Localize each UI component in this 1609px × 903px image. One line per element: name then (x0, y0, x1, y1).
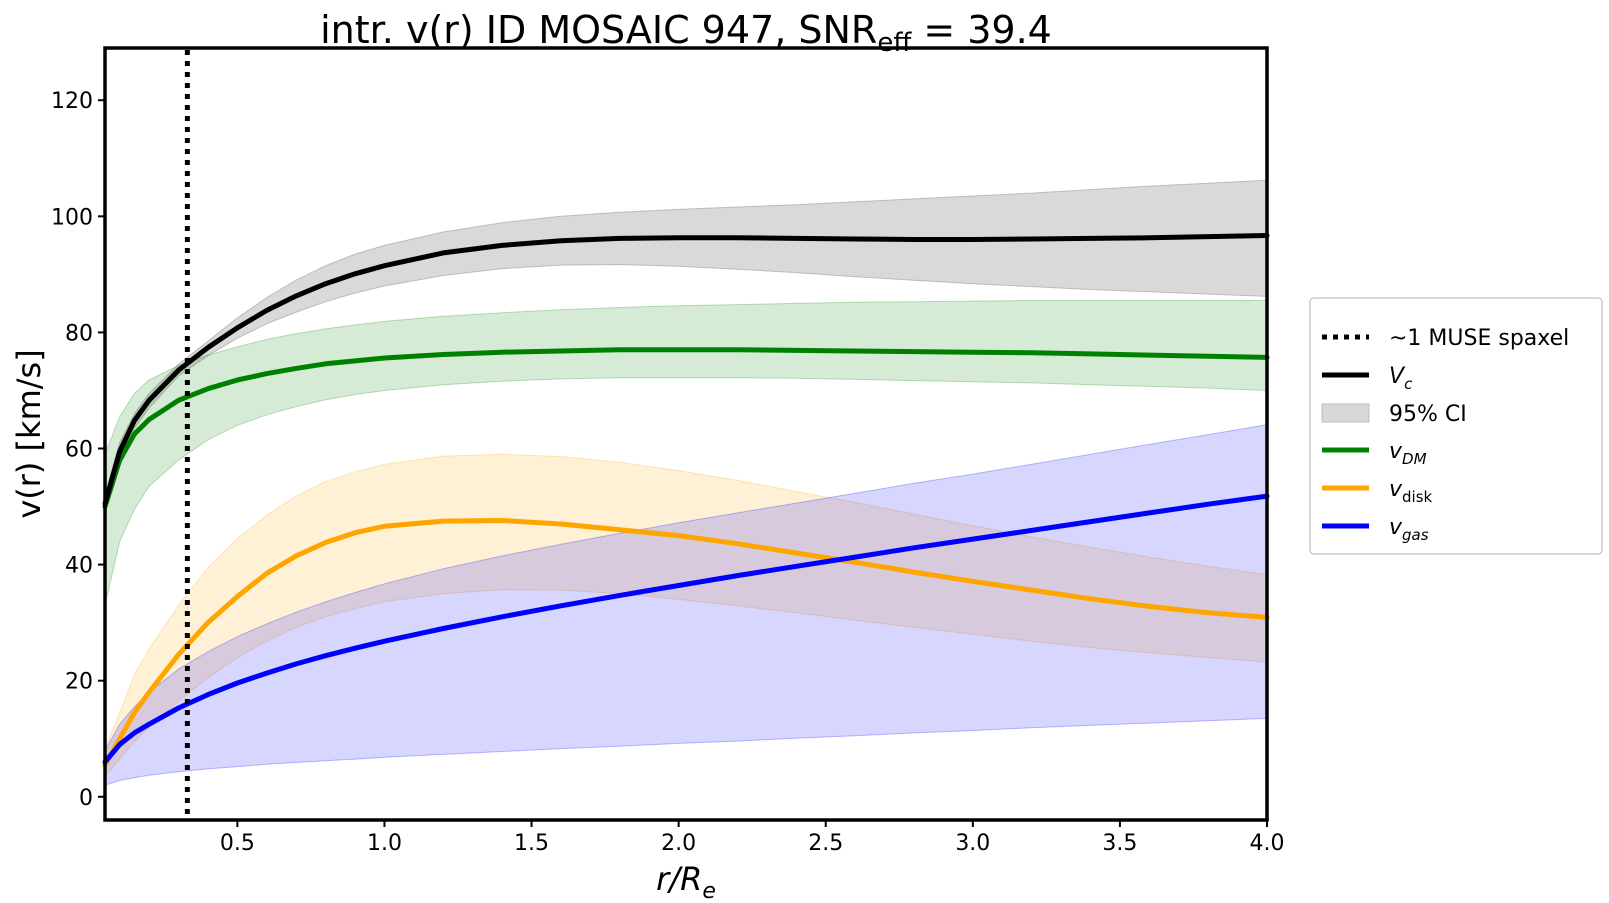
y-tick-label: 40 (65, 554, 93, 579)
y-tick-label: 120 (51, 89, 93, 114)
x-axis: 0.5 1.0 1.5 2.0 2.5 3.0 3.5 4.0 (220, 820, 1285, 856)
legend-label-vdm-sub: DM (1402, 450, 1427, 468)
legend-box (1309, 297, 1603, 555)
legend-label-vdisk: vdisk (1389, 477, 1433, 506)
y-axis: 0 20 40 60 80 100 120 (51, 89, 105, 811)
plot-frame (103, 46, 1269, 822)
legend-label-vc-sub: c (1404, 375, 1413, 393)
legend-label-vdm-main: v (1389, 439, 1403, 464)
title-tail: = 39.4 (911, 8, 1052, 52)
y-tick-label: 60 (65, 438, 93, 463)
x-tick-label: 2.0 (661, 831, 696, 856)
y-tick-label: 20 (65, 670, 93, 695)
x-tick-label: 3.5 (1102, 831, 1137, 856)
y-axis-label: v(r) [km/s] (10, 349, 48, 518)
legend-label-vdm: vDM (1389, 439, 1427, 468)
title-main: intr. v(r) ID MOSAIC 947, SNR (320, 8, 877, 52)
x-tick-label: 1.5 (514, 831, 549, 856)
series-line-vdm (102, 347, 1270, 510)
legend-label-ci: 95% CI (1389, 402, 1467, 427)
x-tick-label: 1.0 (367, 831, 402, 856)
y-tick-label: 0 (79, 786, 93, 811)
x-tick-label: 0.5 (220, 831, 255, 856)
x-axis-label-subscript: e (702, 879, 716, 903)
chart-title: intr. v(r) ID MOSAIC 947, SNReff = 39.4 (320, 8, 1052, 58)
legend-label-vc-main: V (1389, 364, 1406, 389)
legend-label-vc: Vc (1389, 364, 1413, 393)
series-line-vdisk (102, 518, 1270, 768)
x-tick-label: 3.0 (955, 831, 990, 856)
x-axis-label-main: r/R (656, 860, 702, 898)
legend-label-vdisk-main: v (1389, 477, 1403, 502)
legend-label-vgas-main: v (1389, 515, 1403, 540)
legend-label-vgas: vgas (1389, 515, 1429, 544)
legend-label-vline: ~1 MUSE spaxel (1389, 326, 1569, 351)
ci-bands (104, 179, 1268, 786)
x-tick-label: 4.0 (1250, 831, 1285, 856)
y-tick-label: 80 (65, 321, 93, 346)
legend-swatch-ci (1321, 403, 1370, 423)
legend: ~1 MUSE spaxel Vc 95% CI vDM vdisk vgas (1309, 297, 1603, 555)
x-axis-label: r/Re (656, 860, 716, 903)
legend-label-vdisk-sub: disk (1402, 488, 1433, 506)
legend-label-vgas-sub: gas (1402, 526, 1429, 544)
y-tick-label: 100 (51, 205, 93, 230)
x-tick-label: 2.5 (808, 831, 843, 856)
title-subscript: eff (877, 28, 912, 58)
